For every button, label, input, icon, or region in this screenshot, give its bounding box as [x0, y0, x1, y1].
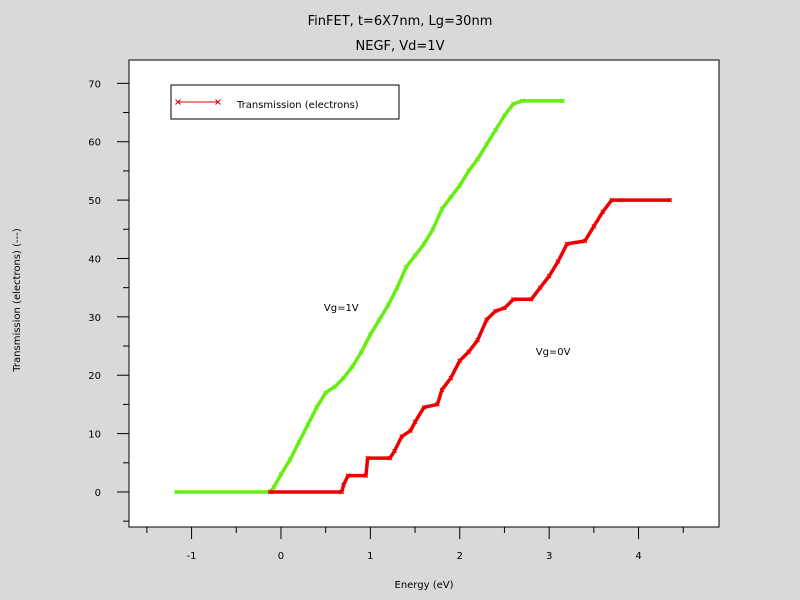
x-tick-label: 3	[546, 551, 552, 562]
data-point-marker	[323, 390, 329, 396]
chart-title: FinFET, t=6X7nm, Lg=30nm	[307, 14, 493, 29]
data-point-marker	[287, 457, 293, 463]
data-point-marker	[493, 127, 498, 133]
data-point-marker	[591, 224, 597, 229]
data-point-marker	[511, 101, 516, 107]
legend-label: Transmission (electrons)	[236, 100, 359, 111]
data-point-marker	[435, 402, 440, 407]
y-tick-label: 10	[88, 430, 101, 441]
data-point-marker	[359, 349, 364, 355]
data-point-marker	[475, 337, 480, 343]
data-point-marker	[502, 113, 507, 118]
data-point-marker	[385, 302, 391, 308]
data-point-marker	[363, 473, 369, 478]
data-point-marker	[484, 142, 489, 147]
data-point-marker	[341, 482, 346, 488]
data-point-marker	[466, 168, 472, 174]
data-point-marker	[296, 440, 302, 445]
x-axis-label: Energy (eV)	[395, 580, 454, 591]
annotation-vg1: Vg=1V	[324, 303, 359, 314]
data-point-marker	[484, 317, 489, 323]
y-tick-label: 60	[88, 138, 101, 149]
series-group	[174, 98, 673, 495]
data-point-marker	[618, 197, 624, 203]
data-point-marker	[271, 484, 277, 490]
data-point-marker	[439, 206, 445, 212]
data-point-marker	[493, 308, 498, 314]
data-point-marker	[546, 273, 552, 279]
plot-area	[128, 59, 720, 528]
data-point-marker	[421, 241, 427, 247]
data-point-marker	[519, 98, 525, 104]
data-point-marker	[560, 98, 565, 104]
x-tick-label: 2	[457, 551, 463, 562]
data-point-marker	[667, 197, 673, 203]
y-tick-label: 0	[95, 488, 101, 499]
chart-subtitle: NEGF, Vd=1V	[355, 39, 445, 54]
y-tick-label: 20	[88, 371, 101, 382]
x-tick-label: 4	[635, 551, 641, 562]
data-point-marker	[412, 253, 418, 258]
legend-marker	[175, 99, 181, 105]
legend-marker	[215, 99, 221, 105]
y-axis-label: Transmission (electrons) (---)	[12, 228, 23, 373]
data-point-marker	[339, 489, 345, 495]
data-point-marker	[408, 428, 413, 434]
x-tick-label: 0	[278, 551, 284, 562]
x-tick-label: 1	[367, 551, 373, 562]
data-point-marker	[394, 285, 400, 291]
data-point-marker	[582, 238, 588, 244]
data-point-marker	[399, 434, 405, 439]
data-point-marker	[412, 419, 418, 425]
axis-ticks: 0 10 20 30 40 50 60 70 -1 0 1 2 3 4	[88, 79, 684, 562]
data-point-marker	[448, 194, 454, 200]
data-point-marker	[305, 422, 311, 428]
data-point-marker	[350, 364, 355, 369]
data-point-marker	[392, 448, 397, 454]
data-point-marker	[341, 375, 346, 381]
data-point-marker	[387, 455, 393, 461]
data-point-marker	[267, 489, 273, 495]
y-tick-label: 50	[88, 196, 101, 207]
data-point-marker	[421, 404, 427, 410]
annotation-vg0: Vg=0V	[536, 347, 571, 358]
data-point-marker	[430, 226, 436, 232]
series-line-vg1	[174, 99, 565, 494]
y-tick-label: 70	[88, 79, 101, 90]
y-tick-label: 30	[88, 313, 101, 324]
data-point-marker	[278, 472, 284, 477]
data-point-marker	[376, 317, 382, 323]
data-point-marker	[448, 375, 454, 381]
data-point-marker	[457, 358, 463, 363]
data-point-marker	[600, 209, 606, 215]
data-point-marker	[345, 473, 351, 478]
data-point-marker	[609, 197, 615, 203]
data-point-marker	[174, 489, 179, 495]
data-point-marker	[457, 183, 463, 188]
data-point-marker	[475, 156, 480, 162]
data-point-marker	[314, 404, 320, 410]
x-tick-label: -1	[187, 551, 197, 562]
data-point-marker	[466, 349, 472, 355]
data-point-marker	[511, 296, 516, 302]
data-point-marker	[564, 241, 570, 247]
data-point-marker	[368, 332, 373, 337]
data-point-marker	[555, 259, 561, 264]
data-point-marker	[332, 384, 337, 390]
data-point-marker	[537, 285, 543, 291]
legend: Transmission (electrons)	[170, 84, 400, 120]
data-point-marker	[439, 387, 445, 393]
data-point-marker	[365, 455, 371, 461]
y-tick-label: 40	[88, 254, 101, 265]
data-point-marker	[403, 264, 409, 270]
data-point-marker	[502, 305, 507, 311]
data-point-marker	[528, 296, 534, 302]
